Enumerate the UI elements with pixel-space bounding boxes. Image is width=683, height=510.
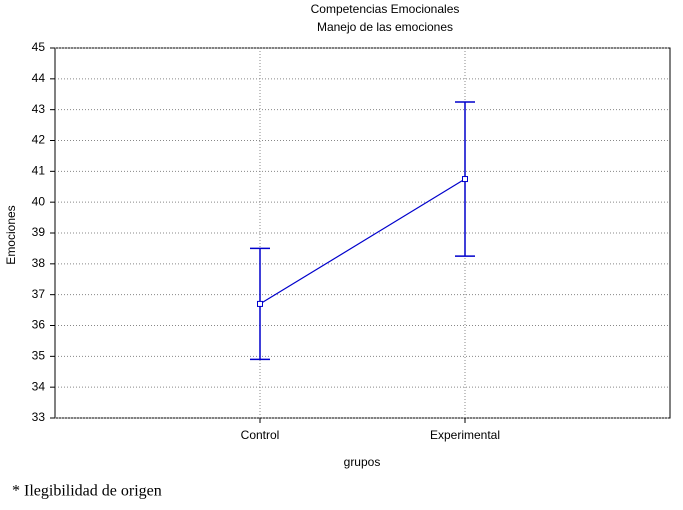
y-tick-label: 39 <box>32 225 46 239</box>
point <box>462 176 468 183</box>
y-tick-label: 42 <box>32 133 46 147</box>
y-tick-label: 36 <box>32 318 46 332</box>
y-tick-label: 37 <box>32 287 46 301</box>
x-axis-label: grupos <box>344 455 381 469</box>
y-tick-label: 33 <box>32 410 46 424</box>
y-axis-label: Emociones <box>4 205 18 264</box>
footnote: * Ilegibilidad de origen <box>12 483 162 500</box>
x-tick-label: Control <box>241 428 280 442</box>
chart-subtitle: Manejo de las emociones <box>317 20 453 34</box>
y-tick-label: 45 <box>32 40 46 54</box>
x-tick-label: Experimental <box>430 428 500 442</box>
y-tick-label: 35 <box>32 349 46 363</box>
y-tick-label: 44 <box>32 71 46 85</box>
y-tick-label: 41 <box>32 164 46 178</box>
data-line <box>259 178 466 305</box>
y-tick-label: 43 <box>32 102 46 116</box>
y-tick-label: 40 <box>32 194 46 208</box>
point <box>257 300 263 307</box>
y-tick-label: 34 <box>32 379 46 393</box>
y-tick-label: 38 <box>32 256 46 270</box>
chart-title: Competencias Emocionales <box>311 2 460 16</box>
